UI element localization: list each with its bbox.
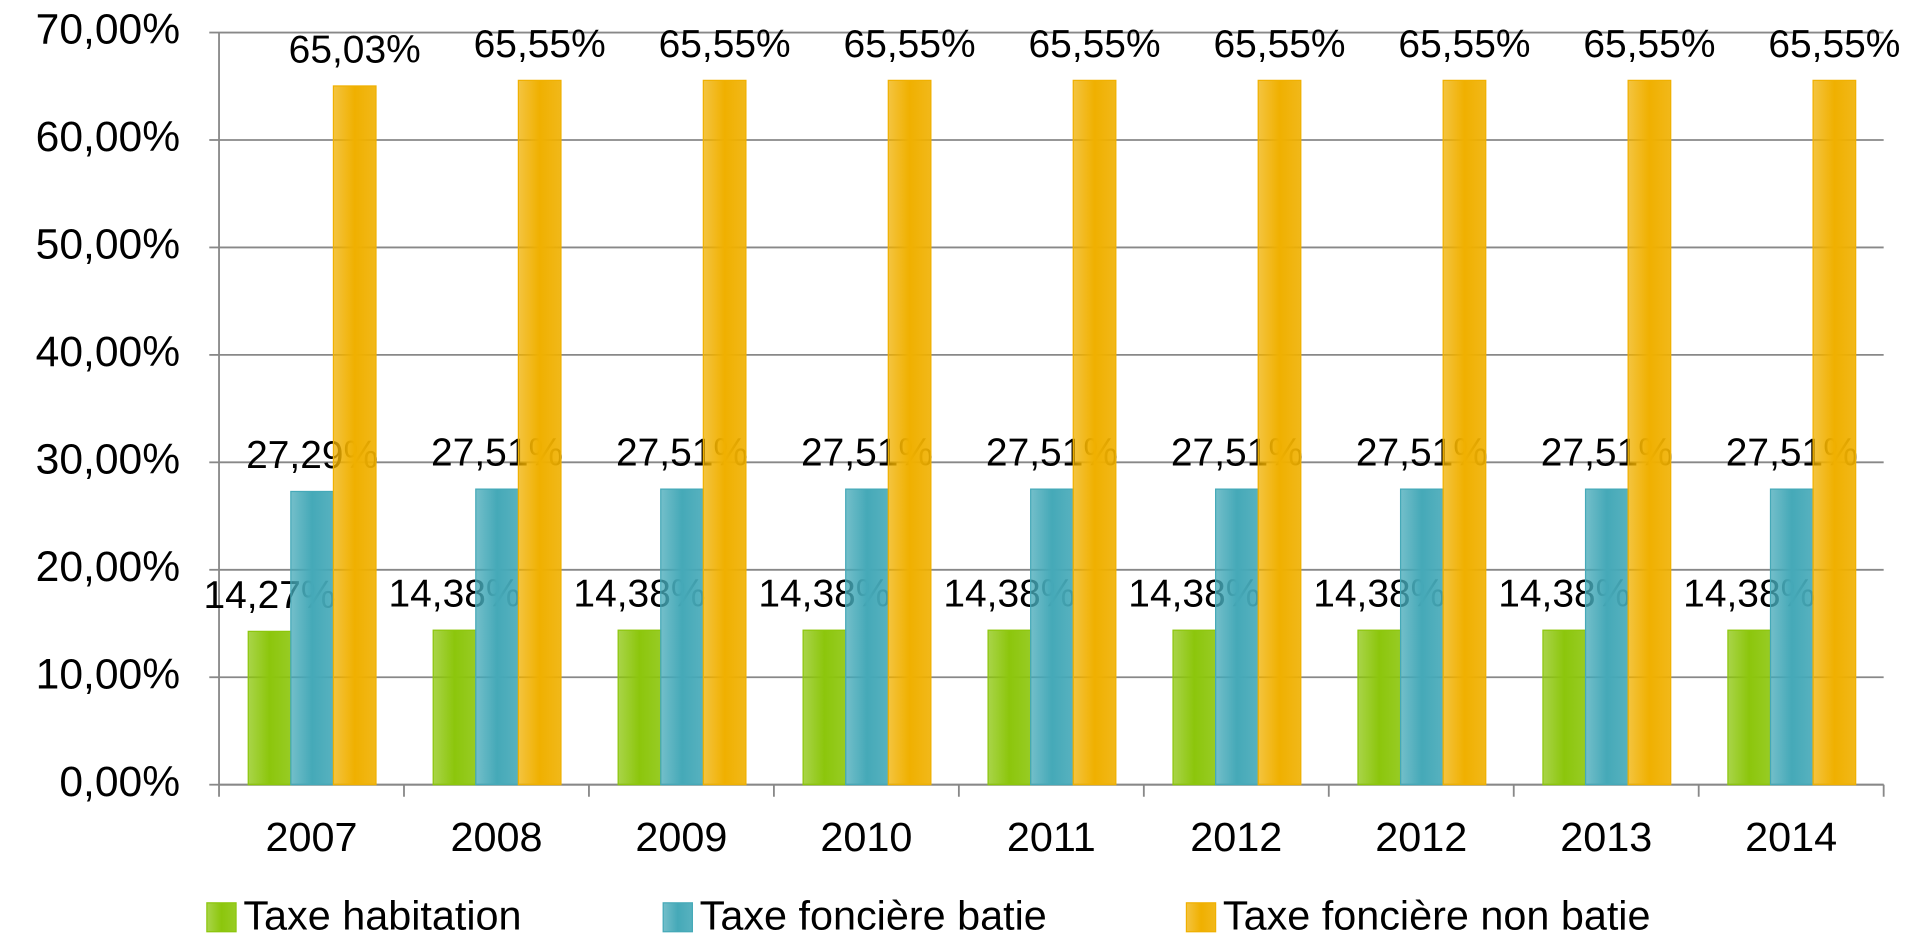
value-label: 65,03% bbox=[289, 29, 421, 72]
bar bbox=[1215, 488, 1259, 786]
bar bbox=[1172, 629, 1217, 786]
y-tick-label: 30,00% bbox=[36, 436, 180, 483]
bar bbox=[702, 79, 747, 786]
value-label: 65,55% bbox=[1768, 23, 1900, 66]
value-label: 65,55% bbox=[474, 23, 606, 66]
legend-swatch bbox=[1185, 902, 1217, 933]
value-label: 65,55% bbox=[659, 23, 791, 66]
bar bbox=[1727, 629, 1772, 786]
y-tick-label: 10,00% bbox=[36, 651, 180, 698]
bar bbox=[1769, 488, 1814, 786]
bar bbox=[475, 488, 519, 786]
bar bbox=[660, 488, 704, 786]
bar bbox=[1399, 488, 1444, 786]
bar bbox=[517, 79, 562, 786]
bar bbox=[845, 488, 889, 786]
y-tick-label: 0,00% bbox=[59, 758, 180, 805]
value-label: 65,55% bbox=[1398, 23, 1530, 66]
x-tick-label: 2007 bbox=[266, 814, 358, 860]
legend-swatch bbox=[206, 902, 237, 933]
y-tick-label: 70,00% bbox=[36, 6, 180, 53]
bar bbox=[1357, 629, 1402, 786]
legend-swatch bbox=[662, 902, 693, 933]
bar bbox=[1030, 488, 1074, 786]
x-tick-label: 2008 bbox=[450, 814, 542, 860]
x-tick-label: 2012 bbox=[1375, 814, 1467, 860]
x-tick-label: 2011 bbox=[1007, 814, 1096, 860]
value-label: 65,55% bbox=[1213, 23, 1345, 66]
legend-label: Taxe foncière batie bbox=[700, 892, 1047, 938]
value-label: 65,55% bbox=[1029, 23, 1161, 66]
bar bbox=[332, 85, 377, 786]
legend-label: Taxe habitation bbox=[243, 892, 521, 938]
bar bbox=[1812, 79, 1857, 786]
y-tick-label: 40,00% bbox=[36, 328, 180, 375]
x-tick-label: 2012 bbox=[1190, 814, 1282, 860]
bar bbox=[432, 629, 477, 786]
bar bbox=[987, 629, 1032, 786]
y-tick-label: 60,00% bbox=[36, 113, 180, 160]
bar bbox=[247, 630, 292, 786]
y-tick-label: 50,00% bbox=[36, 221, 180, 268]
bar bbox=[1442, 79, 1487, 786]
x-tick-label: 2009 bbox=[635, 814, 727, 860]
x-tick-label: 2013 bbox=[1560, 814, 1652, 860]
bar bbox=[1627, 79, 1672, 786]
bar bbox=[1542, 629, 1587, 786]
x-tick-label: 2014 bbox=[1745, 814, 1837, 860]
bar bbox=[1584, 488, 1629, 786]
bar bbox=[617, 629, 662, 786]
bar bbox=[1257, 79, 1302, 786]
value-label: 65,55% bbox=[1583, 23, 1715, 66]
bar bbox=[290, 490, 335, 786]
value-label: 65,55% bbox=[844, 23, 976, 66]
bar bbox=[802, 629, 847, 786]
bar bbox=[1072, 79, 1117, 786]
legend-label: Taxe foncière non batie bbox=[1223, 892, 1651, 938]
y-tick-label: 20,00% bbox=[36, 543, 180, 590]
x-tick-label: 2010 bbox=[820, 814, 912, 860]
bar bbox=[887, 79, 932, 786]
